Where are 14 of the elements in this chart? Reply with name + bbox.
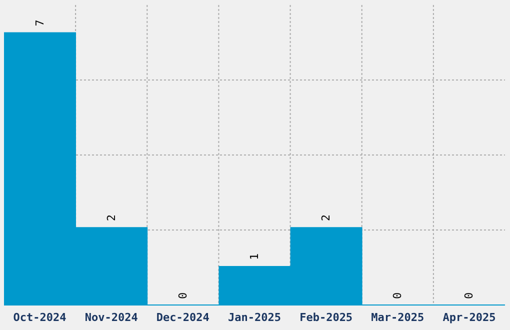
data-label: 1: [248, 253, 261, 260]
x-tick-label: Jan-2025: [228, 310, 281, 324]
data-label: 0: [391, 292, 404, 299]
data-label: 0: [176, 292, 190, 299]
data-label: 2: [104, 214, 118, 222]
x-tick-label: Nov-2024: [84, 310, 138, 324]
data-label: 0: [462, 292, 476, 299]
data-label: 2: [320, 214, 333, 222]
x-tick-label: Mar-2025: [371, 310, 424, 324]
x-tick-label: Apr-2025: [442, 310, 496, 324]
x-tick-label: Oct-2024: [13, 310, 67, 324]
data-label: 7: [33, 20, 46, 26]
x-tick-label: Feb-2025: [300, 310, 353, 324]
x-tick-label: Dec-2024: [156, 310, 210, 324]
